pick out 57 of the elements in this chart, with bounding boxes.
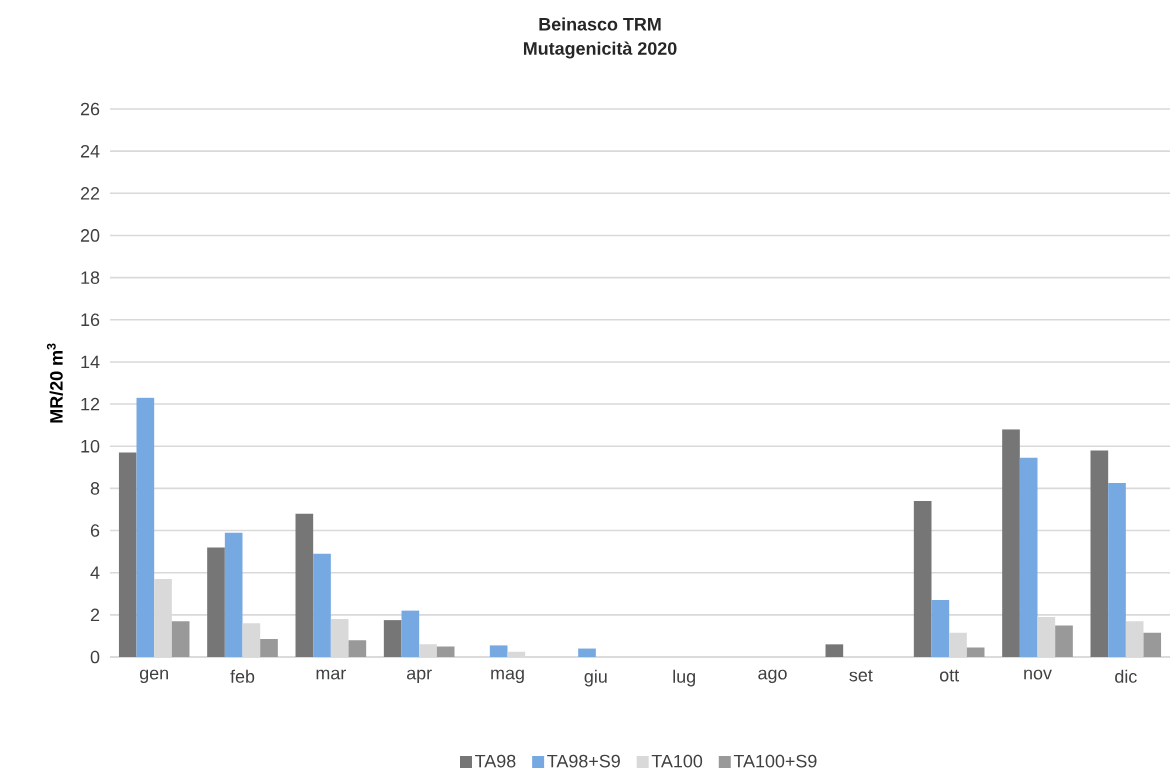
- x-tick-label: ago: [758, 669, 787, 684]
- bar: [348, 640, 367, 658]
- bar: [136, 397, 155, 658]
- bar: [489, 645, 508, 658]
- x-tick-label: giu: [584, 669, 607, 687]
- y-tick-label: 26: [80, 102, 100, 116]
- bar: [436, 646, 455, 658]
- bar: [207, 547, 225, 658]
- bar: [313, 553, 331, 658]
- bar: [383, 620, 402, 658]
- y-tick-label: 10: [81, 440, 100, 453]
- bar: [1002, 429, 1020, 658]
- bar: [1108, 483, 1126, 658]
- x-tick-label: feb: [230, 669, 255, 684]
- x-tick-label: mag: [491, 669, 524, 684]
- y-tick-label: 2: [90, 608, 100, 622]
- chart-title: Beinasco TRM: [539, 17, 661, 31]
- x-tick-label: lug: [673, 669, 695, 687]
- x-tick-label: set: [849, 669, 873, 682]
- y-tick-label: 20: [80, 229, 100, 243]
- y-tick-label: 0: [90, 650, 100, 664]
- y-tick-label: 4: [90, 566, 100, 580]
- x-tick-label: gen: [139, 669, 168, 684]
- bar: [1055, 625, 1073, 658]
- y-tick-label: 6: [90, 524, 100, 538]
- bar: [260, 639, 278, 658]
- y-axis-title: MR/20 m$^{3}$: [46, 343, 63, 423]
- legend-label: TA98: [475, 754, 516, 768]
- bar: [118, 452, 137, 658]
- y-tick-label: 14: [81, 355, 100, 369]
- x-tick-label: dic: [1115, 669, 1137, 684]
- y-tick-label: 16: [81, 313, 100, 327]
- bar: [401, 610, 420, 658]
- y-tick-label: 8: [90, 482, 100, 495]
- x-tick-label: ott: [939, 669, 960, 682]
- y-tick-label: 22: [80, 187, 100, 200]
- x-tick-label: mar: [316, 669, 346, 680]
- bar: [1019, 458, 1038, 658]
- bar: [913, 501, 932, 658]
- bar: [171, 621, 190, 658]
- x-tick-label: apr: [406, 669, 432, 684]
- bar: [1143, 632, 1162, 658]
- bar: [825, 644, 844, 658]
- y-tick-label: 18: [81, 271, 100, 285]
- bar: [931, 600, 950, 658]
- y-tick-label: 24: [80, 145, 100, 158]
- x-tick-label: nov: [1024, 669, 1052, 680]
- legend-label: TA98+S9: [547, 754, 620, 768]
- bar: [578, 648, 596, 658]
- bar: [966, 647, 985, 658]
- legend-label: TA100: [651, 754, 703, 768]
- chart-subtitle: Mutagenicità 2020: [523, 41, 677, 59]
- y-tick-label: 12: [81, 398, 100, 411]
- bar: [1090, 450, 1109, 658]
- legend-label: TA100+S9: [733, 754, 817, 768]
- bar: [295, 513, 314, 658]
- bar: [224, 532, 243, 658]
